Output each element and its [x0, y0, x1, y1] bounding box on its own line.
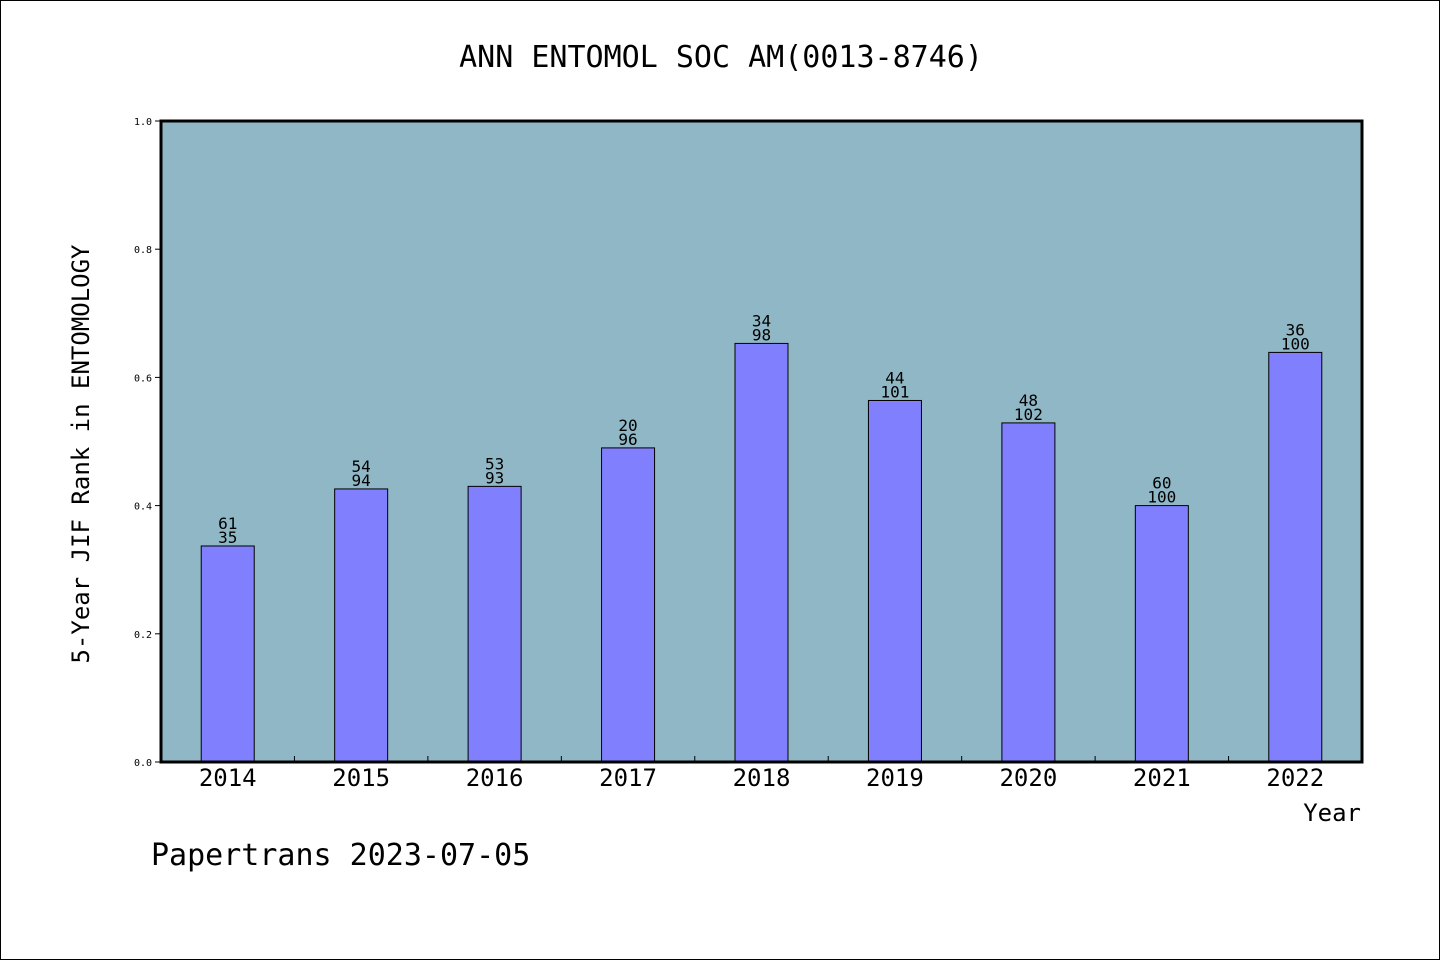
bar-2017 [601, 447, 656, 763]
bar-2022 [1268, 351, 1323, 763]
y-tick-label-1.0: 1.0 [134, 117, 152, 128]
bar-2019 [867, 399, 922, 763]
bar-2016 [467, 485, 522, 763]
data-label-rank-2019: 44 [885, 368, 904, 387]
x-tick-label-2022: 2022 [1266, 764, 1324, 792]
data-label-rank-2014: 61 [218, 514, 237, 533]
x-tick-label-2014: 2014 [199, 764, 257, 792]
y-tick-label-0.4: 0.4 [134, 502, 152, 513]
data-label-rank-2015: 54 [352, 457, 371, 476]
data-label-total-2022: 100 [1281, 334, 1310, 353]
x-tick-label-2020: 2020 [999, 764, 1057, 792]
data-label-rank-2017: 20 [618, 416, 637, 435]
y-tick-label-0.2: 0.2 [134, 630, 152, 641]
data-label-total-2017: 96 [618, 430, 637, 449]
x-tick-label-2019: 2019 [866, 764, 924, 792]
data-label-total-2018: 98 [752, 325, 771, 344]
x-axis: 2014 2015 2016 2017 2018 2019 2020 2021 2022 [199, 756, 1324, 792]
data-label-rank-2020: 48 [1019, 391, 1038, 410]
y-axis: 0.0 0.2 0.4 0.6 0.8 1.0 [134, 117, 161, 769]
data-label-total-2020: 102 [1014, 405, 1043, 424]
bar-2015 [334, 488, 389, 763]
y-tick-label-0.8: 0.8 [134, 245, 152, 256]
y-axis-label: 5-Year JIF Rank in ENTOMOLOGY [67, 244, 95, 664]
x-tick-label-2016: 2016 [466, 764, 524, 792]
data-label-rank-2016: 53 [485, 454, 504, 473]
data-label-total-2021: 100 [1147, 488, 1176, 507]
chart-title: ANN ENTOMOL SOC AM(0013-8746) [459, 40, 983, 75]
x-tick-label-2017: 2017 [599, 764, 657, 792]
data-label-rank-2022: 36 [1286, 320, 1305, 339]
bar-2020 [1001, 422, 1056, 763]
y-tick-label-0.0: 0.0 [134, 758, 152, 769]
x-tick-label-2018: 2018 [733, 764, 791, 792]
data-label-rank-2018: 34 [752, 311, 771, 330]
footer-text: Papertrans 2023-07-05 [151, 838, 530, 873]
data-label-total-2014: 35 [218, 528, 237, 547]
plot-border [159, 119, 1364, 764]
data-label-total-2019: 101 [880, 382, 909, 401]
bar-2014 [200, 545, 255, 763]
x-tick-label-2021: 2021 [1133, 764, 1191, 792]
x-axis-label: Year [1303, 799, 1361, 827]
y-tick-label-0.6: 0.6 [134, 373, 152, 384]
x-tick-label-2015: 2015 [332, 764, 390, 792]
bar-2021 [1134, 505, 1189, 763]
data-label-total-2016: 93 [485, 468, 504, 487]
bar-2018 [734, 342, 789, 763]
data-label-rank-2021: 60 [1152, 474, 1171, 493]
data-label-total-2015: 94 [352, 471, 371, 490]
